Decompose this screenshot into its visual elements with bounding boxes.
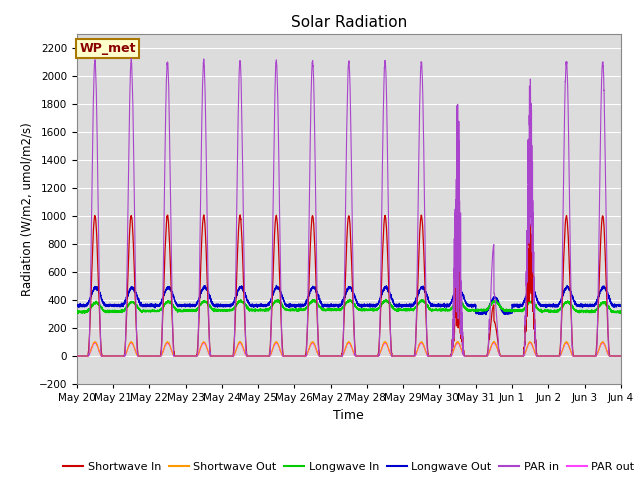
Title: Solar Radiation: Solar Radiation (291, 15, 407, 30)
Text: WP_met: WP_met (79, 42, 136, 55)
X-axis label: Time: Time (333, 408, 364, 421)
Y-axis label: Radiation (W/m2, umol/m2/s): Radiation (W/m2, umol/m2/s) (20, 122, 33, 296)
Legend: Shortwave In, Shortwave Out, Longwave In, Longwave Out, PAR in, PAR out: Shortwave In, Shortwave Out, Longwave In… (59, 457, 639, 477)
